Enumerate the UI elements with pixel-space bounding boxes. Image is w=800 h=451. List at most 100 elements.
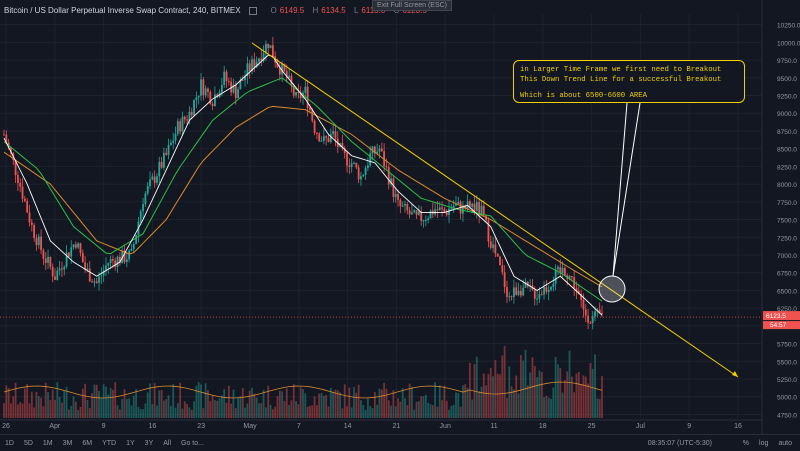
volume-bar	[72, 396, 75, 418]
log-scale-button[interactable]: log	[759, 439, 769, 447]
goto-button[interactable]: Go to...	[181, 439, 204, 447]
candle-body	[515, 287, 518, 295]
volume-bar	[149, 383, 151, 418]
volume-bar	[591, 368, 594, 418]
range-1y-button[interactable]: 1Y	[126, 439, 135, 447]
volume-bar	[237, 397, 240, 418]
volume-bar	[443, 385, 446, 418]
volume-bar	[485, 385, 488, 418]
candle-body	[3, 134, 5, 136]
range-all-button[interactable]: All	[163, 439, 172, 447]
volume-bar	[492, 376, 494, 418]
candle-body	[183, 116, 186, 120]
volume-bar	[144, 403, 147, 418]
volume-bar	[112, 389, 114, 418]
y-tick-label: 8250.0	[777, 164, 797, 171]
candle-body	[341, 142, 344, 149]
candle-body	[77, 243, 80, 248]
candle-body	[480, 205, 483, 215]
range-1m-button[interactable]: 1M	[42, 439, 53, 447]
candle-body	[232, 84, 235, 93]
volume-bar	[364, 409, 367, 418]
candle-body	[61, 268, 63, 270]
volume-bar	[501, 355, 504, 418]
volume-bar	[281, 391, 284, 418]
timezone-label[interactable]: 08:35:07 (UTC-5:30)	[647, 439, 712, 447]
volume-bar	[172, 384, 175, 418]
candle-body	[118, 256, 121, 264]
volume-bar	[482, 373, 485, 418]
candle-body	[214, 94, 216, 106]
candle-body	[316, 132, 318, 134]
candle-body	[415, 210, 418, 215]
candle-body	[49, 256, 52, 267]
candle-body	[227, 81, 230, 83]
x-tick-label: 7	[297, 423, 301, 430]
candle-body	[51, 266, 54, 277]
visibility-toggle-icon[interactable]	[248, 6, 257, 15]
candle-body	[139, 211, 142, 222]
candle-body	[21, 186, 24, 199]
volume-bar	[42, 406, 45, 418]
range-6m-button[interactable]: 6M	[82, 439, 93, 447]
candle-body	[285, 71, 288, 78]
range-5d-button[interactable]: 5D	[23, 439, 33, 447]
volume-bar	[93, 384, 96, 418]
candle-body	[322, 136, 325, 141]
volume-bar	[130, 405, 133, 418]
volume-bar	[417, 401, 420, 418]
candle-body	[123, 250, 126, 263]
candle-body	[343, 148, 346, 154]
candle-body	[329, 134, 332, 142]
candle-body	[207, 88, 209, 92]
volume-bar	[267, 385, 270, 418]
volume-bar	[153, 382, 156, 418]
volume-bar	[253, 393, 256, 418]
volume-bar	[200, 384, 202, 418]
volume-bar	[207, 390, 209, 418]
volume-bar	[366, 398, 369, 418]
range-ytd-button[interactable]: YTD	[102, 439, 117, 447]
range-1d-button[interactable]: 1D	[5, 439, 14, 447]
volume-bar	[146, 392, 149, 418]
range-3m-button[interactable]: 3M	[62, 439, 73, 447]
high-value: 6134.5	[321, 6, 346, 15]
x-tick-label: 11	[490, 423, 497, 430]
volume-bar	[510, 386, 513, 418]
percent-scale-button[interactable]: %	[742, 439, 750, 447]
range-3y-button[interactable]: 3Y	[144, 439, 154, 447]
volume-bar	[316, 405, 318, 418]
ema-fast-line	[3, 54, 603, 316]
candle-body	[429, 210, 432, 219]
candle-body	[112, 258, 114, 261]
volume-bar	[61, 402, 63, 418]
countdown-label: 54:57	[770, 322, 787, 329]
countdown-badge	[763, 321, 800, 330]
exit-fullscreen-button[interactable]: Exit Full Screen (ESC)	[372, 0, 453, 11]
candle-body	[376, 151, 379, 154]
annotation-line-2: This Down Trend Line for a successful Br…	[520, 76, 722, 84]
volume-bar	[58, 396, 61, 418]
volume-bar	[44, 382, 47, 418]
volume-bar	[174, 407, 177, 418]
annotation-callout[interactable]: in Larger Time Frame we first need to Br…	[513, 60, 745, 103]
candle-body	[506, 287, 508, 297]
volume-bar	[179, 382, 182, 418]
volume-bar	[216, 400, 219, 418]
volume-bar	[334, 389, 337, 418]
volume-bar	[513, 389, 515, 418]
candle-body	[278, 67, 281, 75]
volume-bar	[387, 400, 390, 418]
volume-bar	[480, 386, 483, 418]
candle-body	[318, 133, 321, 142]
volume-bar	[128, 398, 131, 418]
volume-bar	[95, 384, 98, 418]
candle-body	[81, 253, 84, 263]
candle-body	[172, 140, 175, 143]
candle-body	[455, 204, 457, 206]
candle-body	[427, 218, 430, 221]
volume-bar	[404, 398, 406, 418]
volume-bar	[589, 363, 592, 418]
auto-scale-button[interactable]: auto	[778, 439, 792, 447]
candle-body	[325, 136, 328, 138]
